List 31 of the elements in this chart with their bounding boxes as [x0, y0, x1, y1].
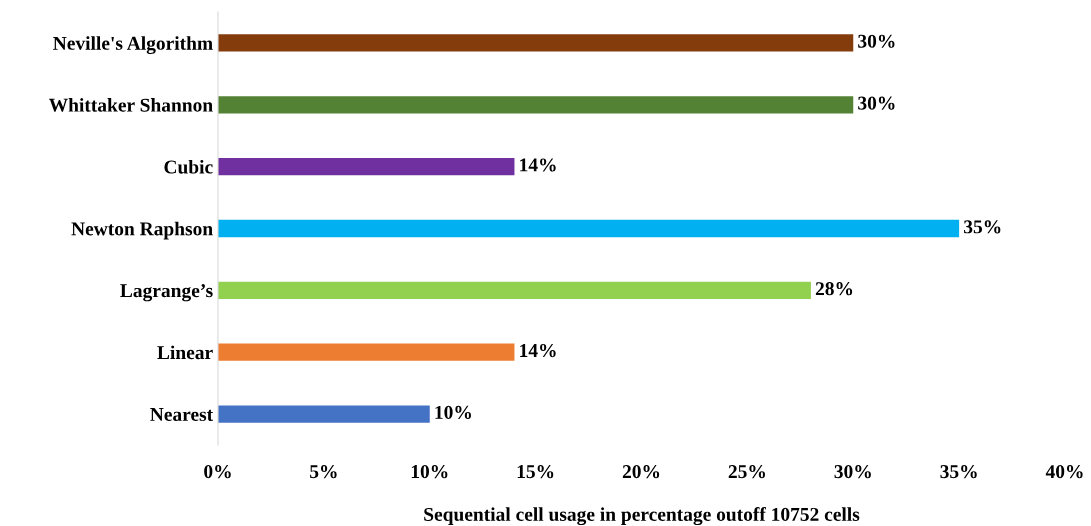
y-tick-label: Neville's Algorithm	[53, 36, 213, 54]
bar	[218, 405, 430, 423]
y-tick-label: Nearest	[150, 408, 214, 422]
y-tick-label: Newton Raphson	[71, 221, 213, 240]
bar	[218, 343, 515, 361]
data-label: 14%	[520, 158, 556, 172]
data-label: 35%	[964, 220, 1001, 234]
x-tick-label: 20%	[622, 465, 660, 479]
x-tick-label: 5%	[310, 465, 337, 479]
x-tick-label: 40%	[1045, 465, 1083, 479]
x-tick-label: 0%	[204, 465, 231, 479]
x-tick-label: 15%	[517, 465, 554, 479]
x-tick-label: 25%	[728, 465, 765, 479]
data-label: 30%	[858, 96, 895, 110]
data-label: 14%	[520, 343, 556, 358]
x-tick-label: 35%	[940, 465, 977, 479]
data-label: 30%	[858, 34, 895, 48]
x-axis-title: Sequential cell usage in percentage outoff 10752 cells	[424, 507, 860, 526]
y-tick-label: Cubic	[164, 159, 213, 174]
bar	[218, 157, 515, 176]
bar	[218, 96, 854, 114]
y-tick-label: Linear	[157, 345, 213, 360]
bar	[218, 281, 811, 300]
data-label: 28%	[815, 282, 853, 296]
y-tick-label: Whittaker Shannon	[48, 98, 213, 112]
x-tick-label: 10%	[411, 465, 448, 479]
y-tick-label: Lagrange’s	[120, 284, 213, 302]
bar	[218, 34, 854, 52]
x-tick-label: 30%	[834, 465, 871, 479]
bar	[218, 219, 960, 238]
data-label: 10%	[435, 405, 471, 419]
